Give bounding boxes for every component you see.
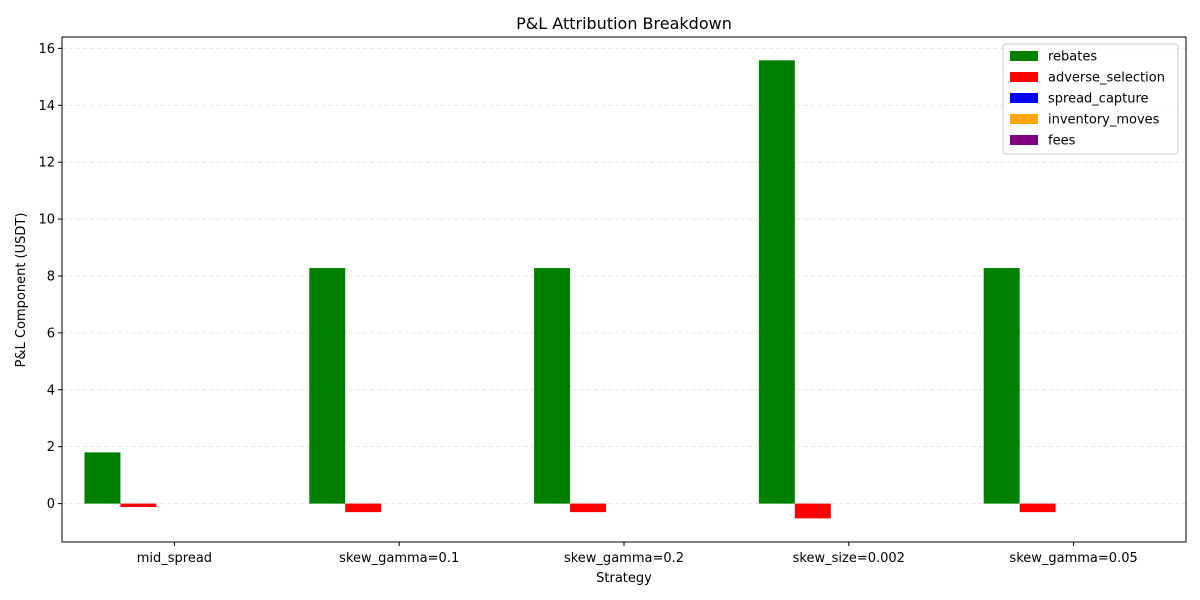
x-tick-label: skew_gamma=0.1 xyxy=(339,551,459,566)
bar-adverse_selection xyxy=(345,503,382,513)
legend-swatch-spread_capture xyxy=(1010,93,1038,103)
legend-label: inventory_moves xyxy=(1048,113,1160,128)
chart-title: P&L Attribution Breakdown xyxy=(516,14,732,33)
legend-swatch-adverse_selection xyxy=(1010,72,1038,82)
y-axis-label: P&L Component (USDT) xyxy=(14,213,29,368)
y-tick-label: 2 xyxy=(47,440,55,455)
y-tick-label: 12 xyxy=(38,156,55,171)
y-tick-label: 16 xyxy=(38,42,55,57)
legend-label: adverse_selection xyxy=(1048,71,1165,86)
bar-adverse_selection xyxy=(1019,503,1056,513)
legend-swatch-fees xyxy=(1010,135,1038,145)
bar-rebates xyxy=(758,60,795,504)
x-tick-label: skew_gamma=0.05 xyxy=(1009,551,1137,566)
legend: rebates adverse_selection spread_capturein… xyxy=(1002,43,1179,155)
x-tick-label: skew_size=0.002 xyxy=(793,551,905,566)
bar-rebates xyxy=(534,268,571,504)
y-tick-label: 6 xyxy=(47,326,55,341)
bar-adverse_selection xyxy=(570,503,607,513)
bar-adverse_selection xyxy=(120,503,157,508)
y-tick-label: 14 xyxy=(38,99,55,114)
y-axis-ticks: 0 2 4 6 8 10 12 14 16 xyxy=(38,42,62,512)
bars xyxy=(84,60,1056,519)
bar-rebates xyxy=(983,268,1020,504)
x-tick-label: skew_gamma=0.2 xyxy=(564,551,684,566)
y-tick-label: 4 xyxy=(47,383,55,398)
legend-label: spread_capture xyxy=(1048,92,1149,107)
y-tick-label: 0 xyxy=(47,497,55,512)
bar-rebates xyxy=(309,268,346,504)
x-axis-label: Strategy xyxy=(596,571,652,586)
legend-swatch-inventory_moves xyxy=(1010,114,1038,124)
y-tick-label: 8 xyxy=(47,269,55,284)
x-tick-label: mid_spread xyxy=(137,551,212,566)
legend-swatch-rebates xyxy=(1010,51,1038,61)
bar-adverse_selection xyxy=(794,503,831,519)
bar-rebates xyxy=(84,452,121,504)
legend-label: rebates xyxy=(1048,50,1097,65)
legend-label: fees xyxy=(1048,134,1076,149)
y-tick-label: 10 xyxy=(38,213,55,228)
x-axis-ticks: mid_spread skew_gamma=0.1 skew_gamma=0.2 sk… xyxy=(137,542,1138,566)
grid-lines xyxy=(62,47,1186,504)
legend-box xyxy=(1002,43,1179,155)
